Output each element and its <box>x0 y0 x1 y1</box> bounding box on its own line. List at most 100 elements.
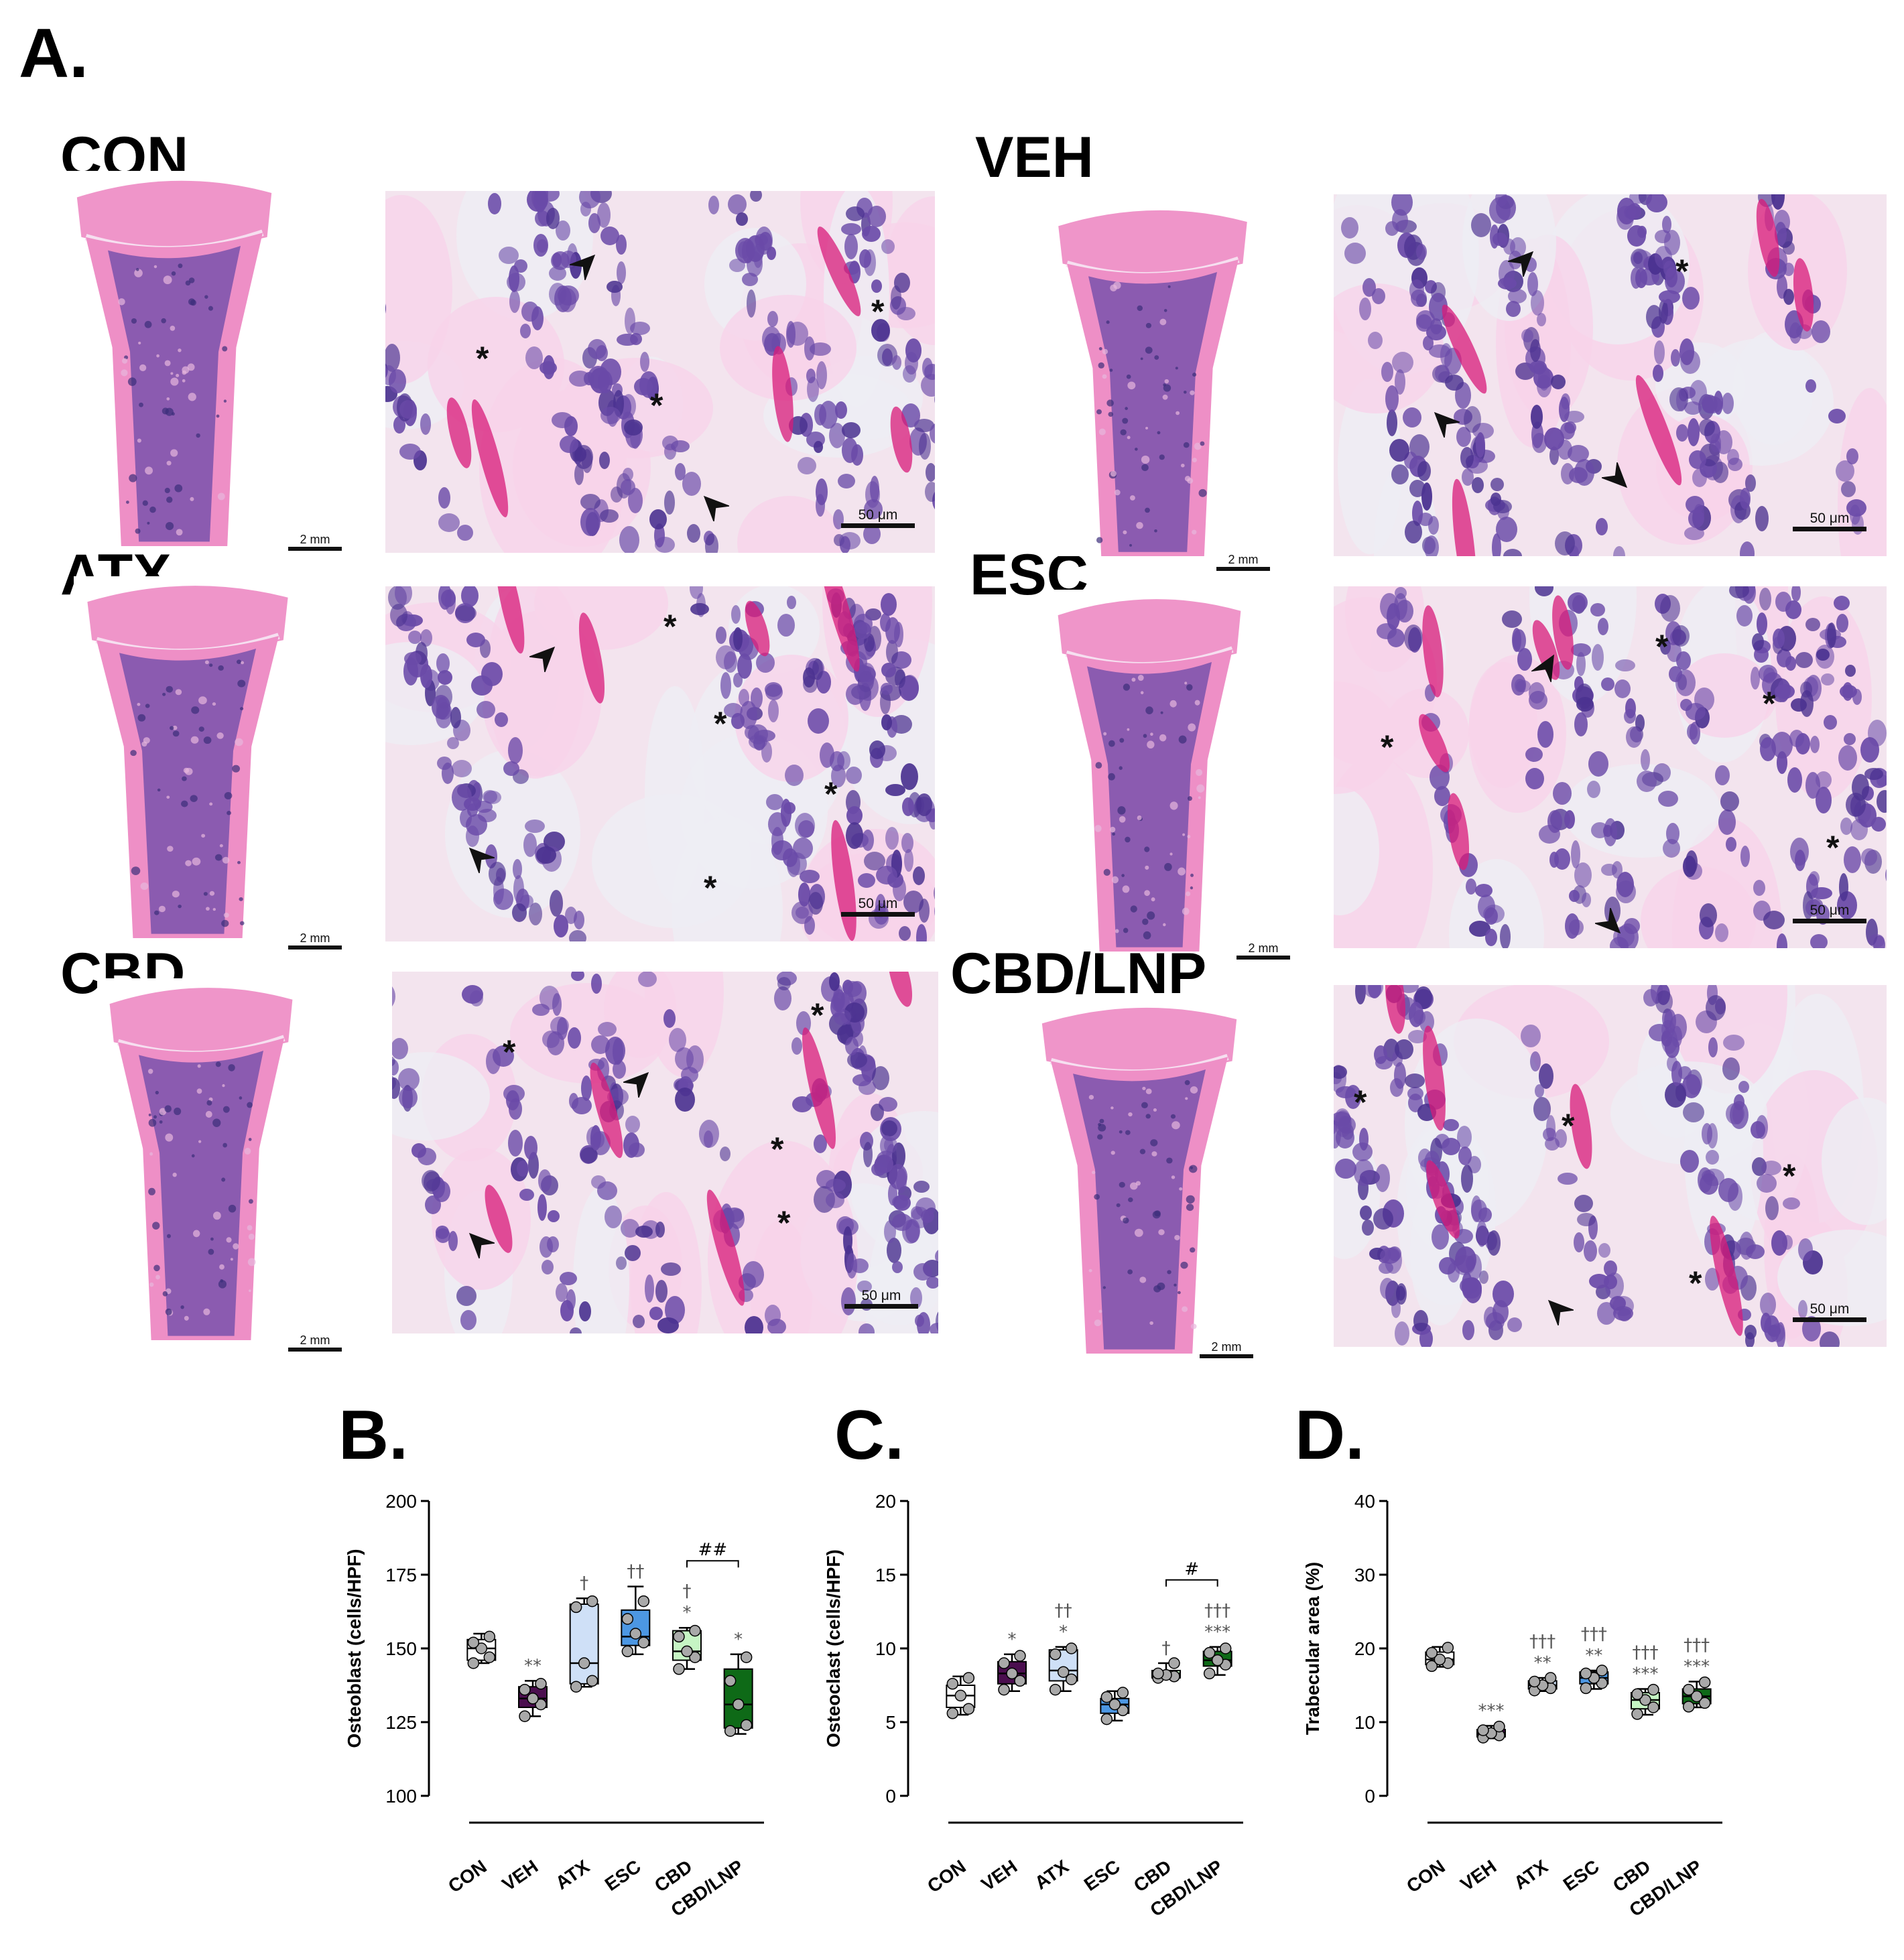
box-con <box>946 1672 976 1719</box>
bone-section-image-esc <box>1045 590 1253 952</box>
significance-mark: †† <box>1055 1601 1072 1621</box>
bracket-label: ## <box>698 1540 728 1560</box>
data-point <box>1049 1648 1062 1660</box>
data-point <box>527 1693 539 1705</box>
box-con <box>466 1630 497 1669</box>
data-point <box>586 1595 598 1608</box>
y-tick-label: 20 <box>1354 1638 1375 1659</box>
significance-mark: *** <box>1478 1701 1505 1721</box>
asterisk-marker: * <box>714 705 727 742</box>
x-tick-label: CON <box>924 1856 970 1897</box>
bone-section-image-veh <box>1045 201 1260 556</box>
asterisk-marker: * <box>771 1130 784 1168</box>
y-tick-label: 5 <box>885 1712 896 1733</box>
data-point <box>740 1719 753 1732</box>
significance-mark: ††† <box>1204 1601 1230 1621</box>
arrowhead-marker <box>623 1071 649 1098</box>
data-point <box>1117 1704 1129 1717</box>
micrograph-image-cbd-lnp <box>1334 985 1887 1347</box>
y-tick-label: 150 <box>385 1638 417 1659</box>
arrowhead-marker <box>703 495 729 521</box>
data-point <box>724 1675 737 1687</box>
osteoblast-box-plot: Osteoblast (cells/HPF) 100 125 150 175 200 CON… <box>335 1474 791 1957</box>
data-point <box>1117 1687 1129 1699</box>
box-con <box>1425 1642 1455 1673</box>
data-point <box>1682 1683 1695 1696</box>
micrograph-image-cbd <box>392 972 938 1333</box>
y-tick-label: 200 <box>385 1491 417 1512</box>
x-tick-label: ATX <box>1510 1855 1551 1894</box>
y-axis-label: Osteoclast (cells/HPF) <box>823 1549 844 1748</box>
micrograph-scale-bar: 50 μm <box>841 896 915 917</box>
arrowhead-marker <box>468 847 495 873</box>
y-axis-label: Trabecular area (%) <box>1302 1562 1323 1735</box>
y-tick-label: 100 <box>385 1786 417 1807</box>
asterisk-marker: * <box>1826 829 1840 866</box>
data-point <box>681 1645 693 1658</box>
micrograph-scale-bar: 50 μm <box>1793 511 1866 531</box>
arrowhead-marker <box>529 646 556 672</box>
data-point <box>1631 1708 1643 1720</box>
bone-scale-label: 2 mm <box>300 1333 330 1347</box>
data-point <box>1477 1724 1489 1736</box>
data-point <box>1631 1688 1643 1700</box>
data-point <box>1647 1683 1659 1696</box>
data-point <box>1580 1682 1592 1695</box>
bone-scale-bar: 2 mm <box>1200 1340 1253 1358</box>
bone-scale-label: 2 mm <box>300 931 330 945</box>
micrograph-scale-bar: 50 μm <box>844 1288 918 1309</box>
x-tick-label: ATX <box>1031 1855 1072 1894</box>
bone-section-image-cbd <box>97 978 305 1340</box>
data-point <box>467 1636 480 1648</box>
data-point <box>1065 1642 1078 1654</box>
data-point <box>1211 1654 1224 1667</box>
micrograph-scale-label: 50 μm <box>858 896 898 911</box>
x-tick-label: ESC <box>1560 1856 1603 1895</box>
significance-mark: † <box>683 1581 692 1602</box>
data-point <box>483 1651 496 1663</box>
bone-scale-label: 2 mm <box>300 533 330 546</box>
significance-mark: *** <box>1204 1622 1230 1642</box>
asterisk-marker: * <box>476 340 489 377</box>
x-tick-label: VEH <box>498 1856 542 1895</box>
data-point <box>740 1651 753 1663</box>
data-point <box>621 1613 634 1625</box>
data-point <box>962 1672 975 1684</box>
asterisk-marker: * <box>1783 1157 1796 1195</box>
box-cbd <box>1631 1683 1660 1720</box>
data-point <box>1219 1642 1232 1654</box>
y-tick-label: 20 <box>875 1491 896 1512</box>
data-point <box>1006 1667 1018 1680</box>
data-point <box>1639 1694 1651 1706</box>
data-point <box>1434 1653 1446 1666</box>
significance-mark: ** <box>1534 1653 1551 1673</box>
micrograph-scale-label: 50 μm <box>1810 1301 1850 1317</box>
data-point <box>1049 1683 1062 1696</box>
x-tick-label: CON <box>444 1856 491 1897</box>
data-point <box>1425 1646 1438 1659</box>
bone-scale-bar: 2 mm <box>1236 941 1290 960</box>
x-tick-label: VEH <box>977 1856 1021 1895</box>
data-point <box>1203 1667 1216 1680</box>
data-point <box>629 1628 642 1640</box>
significance-mark: † <box>1162 1638 1171 1658</box>
asterisk-marker: * <box>824 775 838 813</box>
osteoclast-box-plot: Osteoclast (cells/HPF) 0 5 10 15 20 CON * VEH * ††… <box>814 1474 1270 1957</box>
asterisk-marker: * <box>1381 728 1394 766</box>
asterisk-marker: * <box>777 1204 791 1242</box>
box-veh <box>518 1678 548 1722</box>
data-point <box>1580 1667 1592 1680</box>
y-axis-label: Osteoblast (cells/HPF) <box>344 1549 365 1748</box>
data-point <box>673 1630 685 1643</box>
data-point <box>621 1645 634 1658</box>
data-point <box>535 1698 547 1711</box>
significance-mark: ** <box>1585 1646 1602 1666</box>
y-tick-label: 15 <box>875 1565 896 1585</box>
data-point <box>946 1707 959 1719</box>
asterisk-marker: * <box>1354 1084 1367 1121</box>
bone-section-image-con <box>64 171 285 546</box>
micrograph-scale-label: 50 μm <box>858 507 898 523</box>
bone-scale-bar: 2 mm <box>288 533 342 551</box>
box-esc <box>621 1585 651 1658</box>
significance-mark: † <box>580 1573 588 1593</box>
